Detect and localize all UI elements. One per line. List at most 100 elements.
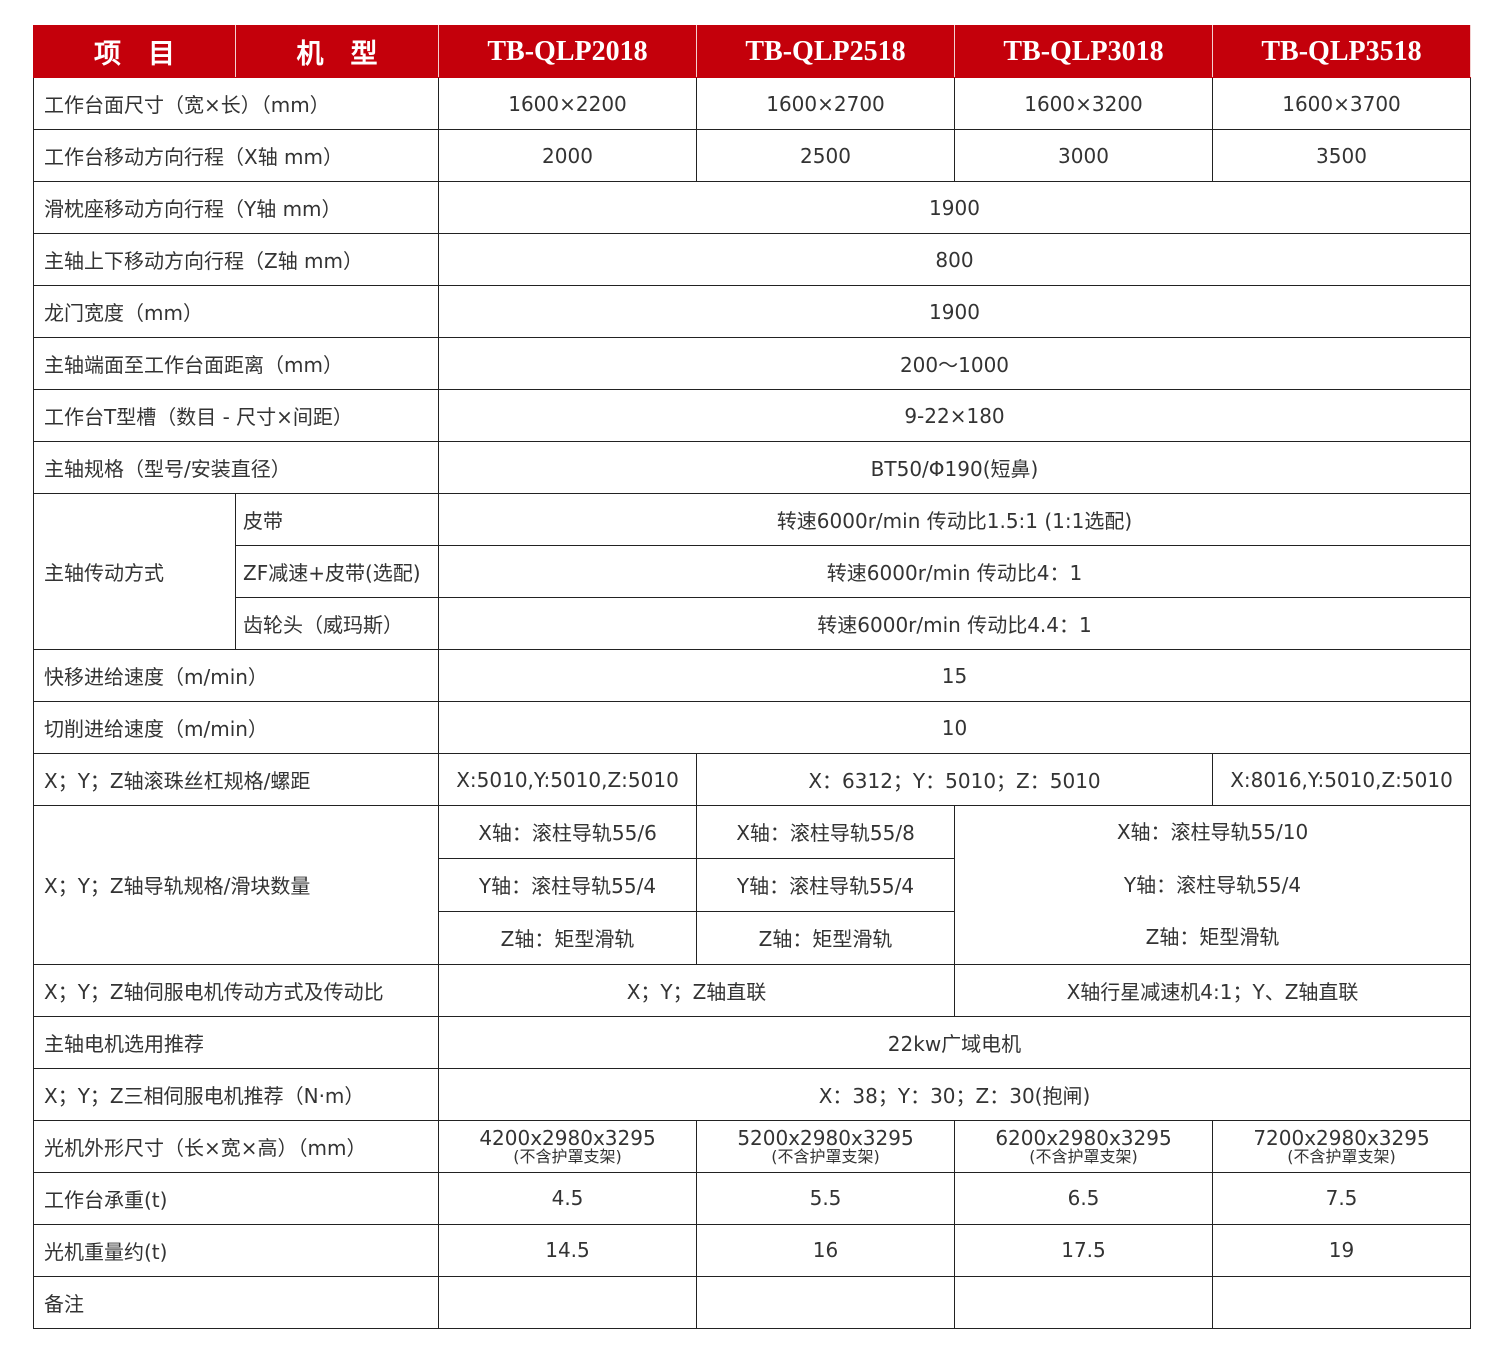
header-model-2: TB-QLP2518 xyxy=(696,25,955,78)
dimension-note: (不含护罩支架) xyxy=(513,1147,622,1166)
table-row: X；Y；Z轴伺服电机传动方式及传动比 X；Y；Z轴直联 X轴行星减速机4:1；Y… xyxy=(33,963,1471,1017)
cell: 7200x2980x3295 (不含护罩支架) xyxy=(1212,1119,1471,1173)
table-row: 工作台T型槽（数目 - 尺寸×间距） 9-22×180 xyxy=(33,389,1471,442)
row-label: 龙门宽度（mm） xyxy=(33,285,439,338)
cell: Y轴：滚柱导轨55/4 xyxy=(696,857,955,912)
row-label: 切削进给速度（m/min） xyxy=(33,701,439,754)
cell: 1600×2700 xyxy=(696,77,955,130)
cell: 1600×3200 xyxy=(954,77,1213,130)
cell xyxy=(696,1275,955,1329)
table-row: 备注 xyxy=(33,1275,1471,1329)
row-label: 工作台承重(t) xyxy=(33,1171,439,1225)
cell: X轴行星减速机4:1；Y、Z轴直联 xyxy=(954,963,1471,1017)
table-row: 主轴端面至工作台面距离（mm） 200～1000 xyxy=(33,337,1471,390)
cell: 17.5 xyxy=(954,1223,1213,1277)
sub-label: 皮带 xyxy=(235,493,439,546)
table-row: 工作台面尺寸（宽×长）（mm） 1600×2200 1600×2700 1600… xyxy=(33,77,1471,130)
sub-label: ZF减速+皮带(选配) xyxy=(235,545,439,598)
row-label: 主轴传动方式 xyxy=(33,493,236,650)
cell: 7.5 xyxy=(1212,1171,1471,1225)
cell: 2500 xyxy=(696,129,955,182)
cell: 转速6000r/min 传动比1.5:1 (1:1选配) xyxy=(438,493,1471,546)
row-label: 光机重量约(t) xyxy=(33,1223,439,1277)
cell: X轴：滚柱导轨55/10 Y轴：滚柱导轨55/4 Z轴：矩型滑轨 xyxy=(954,805,1471,965)
table-row: 光机外形尺寸（长×宽×高）（mm） 4200x2980x3295 (不含护罩支架)… xyxy=(33,1119,1471,1173)
cell: 200～1000 xyxy=(438,337,1471,390)
row-label: X；Y；Z轴伺服电机传动方式及传动比 xyxy=(33,963,439,1017)
table-row: 工作台承重(t) 4.5 5.5 6.5 7.5 xyxy=(33,1171,1471,1225)
header-model-3: TB-QLP3018 xyxy=(954,25,1213,78)
table-row: 龙门宽度（mm） 1900 xyxy=(33,285,1471,338)
row-label: 主轴规格（型号/安装直径） xyxy=(33,441,439,494)
cell: 5200x2980x3295 (不含护罩支架) xyxy=(696,1119,955,1173)
row-label: 主轴上下移动方向行程（Z轴 mm） xyxy=(33,233,439,286)
header-model: 机 型 xyxy=(235,25,439,78)
cell: 19 xyxy=(1212,1223,1471,1277)
table-row: 主轴传动方式 皮带 转速6000r/min 传动比1.5:1 (1:1选配) xyxy=(33,493,1471,650)
dimension-value: 4200x2980x3295 xyxy=(479,1126,656,1150)
cell: 转速6000r/min 传动比4：1 xyxy=(438,545,1471,598)
row-label: X；Y；Z轴导轨规格/滑块数量 xyxy=(33,805,439,965)
row-label: 快移进给速度（m/min） xyxy=(33,649,439,702)
dimension-value: 5200x2980x3295 xyxy=(737,1126,914,1150)
cell: BT50/Φ190(短鼻) xyxy=(438,441,1471,494)
table-row: ZF减速+皮带(选配) 转速6000r/min 传动比4：1 xyxy=(34,545,1471,598)
table-row: 主轴电机选用推荐 22kw广域电机 xyxy=(33,1015,1471,1069)
dimension-value: 7200x2980x3295 xyxy=(1253,1126,1430,1150)
cell xyxy=(1212,1275,1471,1329)
cell: 6.5 xyxy=(954,1171,1213,1225)
cell: 9-22×180 xyxy=(438,389,1471,442)
cell: 15 xyxy=(438,649,1471,702)
table-row: Y轴：滚柱导轨55/4 Y轴：滚柱导轨55/4 xyxy=(34,857,1471,912)
spec-table: 项 目 机 型 TB-QLP2018 TB-QLP2518 TB-QLP3018… xyxy=(33,25,1471,1329)
cell: 4200x2980x3295 (不含护罩支架) xyxy=(438,1119,697,1173)
header-row: 项 目 机 型 TB-QLP2018 TB-QLP2518 TB-QLP3018… xyxy=(33,25,1471,78)
guide-y: Y轴：滚柱导轨55/4 xyxy=(1123,872,1302,897)
header-model-4: TB-QLP3518 xyxy=(1212,25,1471,78)
cell: 6200x2980x3295 (不含护罩支架) xyxy=(954,1119,1213,1173)
table-row: 齿轮头（威玛斯） 转速6000r/min 传动比4.4：1 xyxy=(34,597,1471,650)
cell: 1600×3700 xyxy=(1212,77,1471,130)
cell: X:5010,Y:5010,Z:5010 xyxy=(438,753,697,806)
dimension-note: (不含护罩支架) xyxy=(1029,1147,1138,1166)
row-label: X；Y；Z三相伺服电机推荐（N·m） xyxy=(33,1067,439,1121)
row-label: 主轴电机选用推荐 xyxy=(33,1015,439,1069)
cell: Y轴：滚柱导轨55/4 xyxy=(438,857,697,912)
cell: 4.5 xyxy=(438,1171,697,1225)
cell: 1900 xyxy=(438,181,1471,234)
cell: Z轴：矩型滑轨 xyxy=(696,910,955,965)
header-model-1: TB-QLP2018 xyxy=(438,25,697,78)
cell: 转速6000r/min 传动比4.4：1 xyxy=(438,597,1471,650)
sub-label: 齿轮头（威玛斯） xyxy=(235,597,439,650)
cell: X:8016,Y:5010,Z:5010 xyxy=(1212,753,1471,806)
dimension-note: (不含护罩支架) xyxy=(771,1147,880,1166)
cell: 14.5 xyxy=(438,1223,697,1277)
table-row: 主轴规格（型号/安装直径） BT50/Φ190(短鼻) xyxy=(33,441,1471,494)
cell: 1600×2200 xyxy=(438,77,697,130)
row-label: 工作台面尺寸（宽×长）（mm） xyxy=(33,77,439,130)
guide-z: Z轴：矩型滑轨 xyxy=(1145,925,1280,949)
cell: 800 xyxy=(438,233,1471,286)
cell: 1900 xyxy=(438,285,1471,338)
cell: 10 xyxy=(438,701,1471,754)
dimension-value: 6200x2980x3295 xyxy=(995,1126,1172,1150)
row-label: 备注 xyxy=(33,1275,439,1329)
cell: 22kw广域电机 xyxy=(438,1015,1471,1069)
header-item: 项 目 xyxy=(33,25,236,78)
guide-x: X轴：滚柱导轨55/10 xyxy=(1116,820,1309,844)
row-label: 光机外形尺寸（长×宽×高）（mm） xyxy=(33,1119,439,1173)
cell: 5.5 xyxy=(696,1171,955,1225)
cell xyxy=(954,1275,1213,1329)
cell: Z轴：矩型滑轨 xyxy=(438,910,697,965)
cell: 3500 xyxy=(1212,129,1471,182)
row-label: 滑枕座移动方向行程（Y轴 mm） xyxy=(33,181,439,234)
cell: 16 xyxy=(696,1223,955,1277)
row-label: 工作台T型槽（数目 - 尺寸×间距） xyxy=(33,389,439,442)
table-row: 光机重量约(t) 14.5 16 17.5 19 xyxy=(33,1223,1471,1277)
table-row: 滑枕座移动方向行程（Y轴 mm） 1900 xyxy=(33,181,1471,234)
table-row: X；Y；Z轴导轨规格/滑块数量 X轴：滚柱导轨55/6 X轴：滚柱导轨55/8 … xyxy=(33,805,1471,965)
cell: X轴：滚柱导轨55/6 xyxy=(438,805,697,859)
row-label: 工作台移动方向行程（X轴 mm） xyxy=(33,129,439,182)
dimension-note: (不含护罩支架) xyxy=(1287,1147,1396,1166)
table-row: 快移进给速度（m/min） 15 xyxy=(33,649,1471,702)
